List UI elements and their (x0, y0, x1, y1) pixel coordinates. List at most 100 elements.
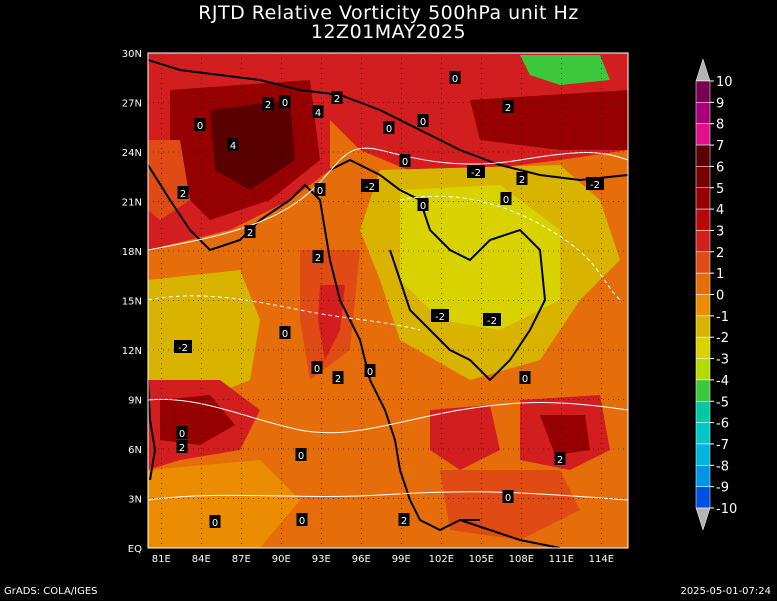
svg-text:2: 2 (247, 228, 253, 239)
field-south-center (440, 470, 580, 540)
border-north (148, 59, 628, 182)
svg-text:-2: -2 (435, 312, 445, 323)
svg-text:0: 0 (212, 518, 218, 529)
contour-value-label: -2 (174, 340, 192, 354)
lon-label: 93E (312, 554, 331, 565)
svg-text:0: 0 (503, 195, 509, 206)
svg-text:0: 0 (299, 516, 305, 527)
colorbar-swatch (695, 80, 711, 103)
colorbar-label: -4 (716, 374, 729, 389)
svg-text:0: 0 (367, 367, 373, 378)
svg-text:0: 0 (197, 121, 203, 132)
contour-value-label: -2 (586, 177, 604, 191)
contour-value-label: -2 (467, 165, 485, 179)
colorbar-swatch (695, 465, 711, 487)
colorbar-label: 8 (716, 118, 724, 133)
chart-subtitle: 12Z01MAY2025 (310, 21, 467, 43)
colorbar-arrow-top (695, 58, 711, 82)
contour-line (399, 195, 621, 301)
contour-value-label: -2 (361, 179, 379, 193)
contour-value-label: 0 (399, 154, 411, 168)
contour-value-label: 2 (244, 225, 256, 239)
lon-label: 105E (469, 554, 494, 565)
contour-value-label: 4 (312, 105, 324, 119)
lon-label: 102E (429, 554, 454, 565)
colorbar-label: -9 (716, 481, 729, 496)
field-indochina-low (400, 185, 560, 330)
longitude-labels: 81E 84E 87E 90E 93E 96E 99E 102E 105E 108E 111E 114… (152, 554, 614, 565)
colorbar-swatch (695, 358, 711, 381)
contour-value-label: 2 (332, 371, 344, 385)
contour-value-label: 2 (312, 250, 324, 264)
contour-value-label: -2 (483, 313, 501, 327)
svg-text:2: 2 (179, 443, 185, 454)
field-westbay-low (148, 270, 260, 410)
chart-title: RJTD Relative Vorticity 500hPa unit Hz (198, 2, 579, 24)
colorbar-swatch (695, 379, 711, 402)
svg-text:4: 4 (230, 141, 236, 152)
contour-value-label: 2 (177, 186, 189, 200)
contour-value-label: 0 (364, 364, 376, 378)
svg-text:0: 0 (420, 201, 426, 212)
colorbar-swatch (695, 336, 711, 359)
colorbar-swatch (695, 401, 711, 423)
svg-text:0: 0 (420, 117, 426, 128)
colorbar-swatch (695, 251, 711, 274)
colorbar-arrow-bottom (695, 507, 711, 531)
colorbar-label: 3 (716, 224, 724, 239)
lat-label: 27N (122, 99, 142, 110)
svg-text:2: 2 (505, 103, 511, 114)
lon-label: 99E (392, 554, 411, 565)
svg-text:0: 0 (317, 186, 323, 197)
contour-value-label: 0 (296, 513, 308, 527)
svg-text:2: 2 (315, 253, 321, 264)
colorbar-label: 10 (716, 75, 733, 90)
contour-line (148, 491, 628, 501)
lat-label: 30N (122, 49, 142, 60)
lon-label: 87E (232, 554, 251, 565)
contour-value-label: 0 (383, 121, 395, 135)
field-west-mid (148, 140, 190, 220)
svg-text:2: 2 (335, 374, 341, 385)
contour-value-label: 0 (500, 192, 512, 206)
lat-label: 24N (122, 148, 142, 159)
colorbar-label: -3 (716, 353, 729, 368)
svg-text:2: 2 (557, 455, 563, 466)
contour-value-label: 2 (398, 513, 410, 527)
lat-label: 9N (128, 396, 142, 407)
colorbar-swatch (695, 102, 711, 124)
coastline-sumatra (459, 519, 561, 548)
contour-value-label: 2 (516, 172, 528, 186)
field-core-tibet (210, 100, 295, 190)
colorbar-label: 9 (716, 96, 724, 111)
svg-text:0: 0 (522, 374, 528, 385)
colorbar-label: 5 (716, 182, 724, 197)
lon-label: 114E (589, 554, 614, 565)
colorbar-swatch (695, 272, 711, 295)
field-south-west-moderate (148, 460, 300, 548)
contour-line (148, 398, 628, 434)
field-low-northeast (520, 55, 610, 85)
contour-value-label: 2 (502, 100, 514, 114)
field-south-center-high (430, 405, 500, 470)
svg-text:-2: -2 (487, 316, 497, 327)
contour-value-label: 2 (262, 97, 274, 111)
lon-label: 108E (509, 554, 534, 565)
svg-text:-2: -2 (178, 343, 188, 354)
lat-label: 15N (122, 297, 142, 308)
contour-value-label: 2 (176, 440, 188, 454)
colorbar-swatch (695, 230, 711, 253)
colorbar-label: 7 (716, 139, 724, 154)
field-bay-core (318, 285, 345, 360)
svg-text:0: 0 (505, 493, 511, 504)
contour-value-label: 0 (176, 426, 188, 440)
svg-text:-2: -2 (590, 180, 600, 191)
gridlines (148, 53, 628, 548)
colorbar-label: 6 (716, 160, 724, 175)
colorbar-label: -1 (716, 310, 729, 325)
contour-value-label: 0 (295, 448, 307, 462)
svg-text:2: 2 (180, 189, 186, 200)
lat-label: 21N (122, 198, 142, 209)
